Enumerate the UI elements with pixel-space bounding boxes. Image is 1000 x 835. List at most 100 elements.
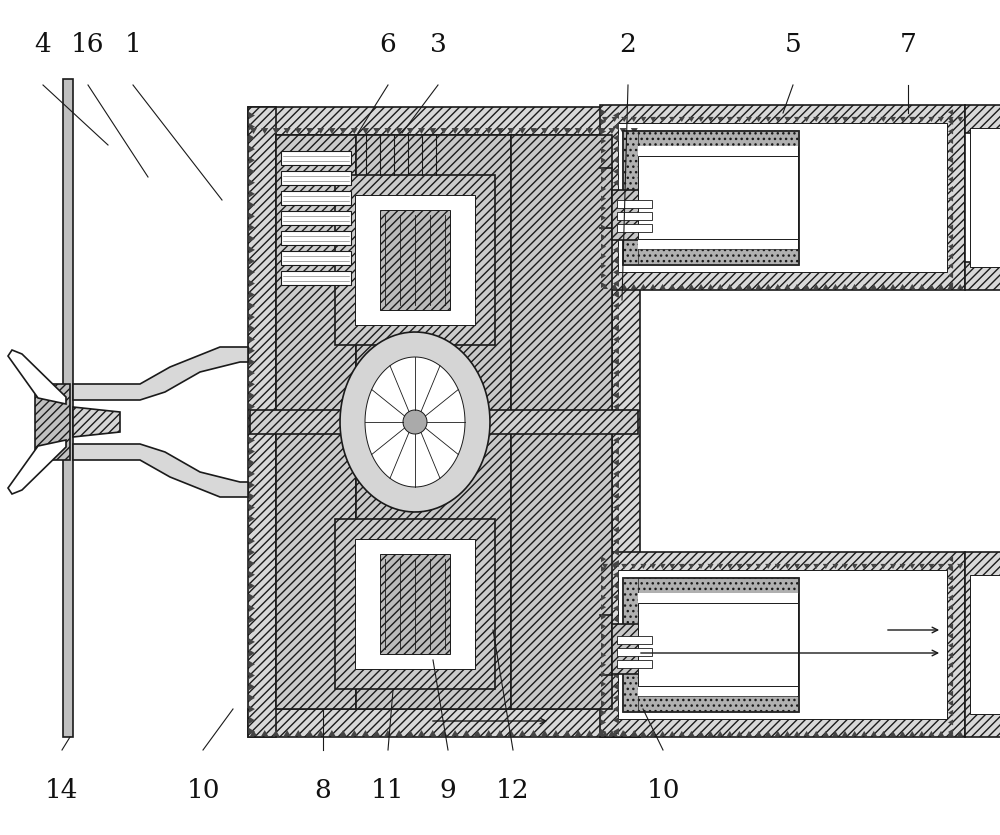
Polygon shape (948, 595, 953, 600)
Polygon shape (698, 117, 704, 122)
Polygon shape (613, 706, 619, 712)
Polygon shape (485, 730, 492, 736)
Polygon shape (948, 729, 953, 735)
Polygon shape (620, 730, 627, 736)
Polygon shape (249, 201, 255, 209)
Polygon shape (727, 284, 733, 289)
Polygon shape (602, 284, 608, 289)
Polygon shape (575, 128, 582, 134)
Polygon shape (852, 731, 858, 736)
Polygon shape (613, 459, 619, 466)
Polygon shape (948, 244, 953, 250)
Polygon shape (249, 616, 255, 623)
Polygon shape (631, 564, 637, 569)
Polygon shape (613, 414, 619, 422)
Polygon shape (948, 671, 953, 677)
Polygon shape (384, 128, 391, 134)
Polygon shape (660, 284, 666, 289)
Polygon shape (575, 730, 582, 736)
Polygon shape (650, 284, 656, 289)
Text: 12: 12 (496, 777, 530, 802)
Polygon shape (508, 128, 515, 134)
Polygon shape (948, 176, 953, 182)
Polygon shape (601, 282, 606, 288)
Bar (617, 648, 652, 656)
Polygon shape (621, 117, 627, 122)
Polygon shape (407, 128, 414, 134)
Bar (612, 624, 662, 674)
Polygon shape (613, 403, 619, 410)
Polygon shape (919, 284, 925, 289)
Polygon shape (613, 157, 619, 164)
Polygon shape (613, 381, 619, 387)
Polygon shape (640, 564, 646, 569)
Polygon shape (249, 470, 255, 478)
Polygon shape (746, 564, 752, 569)
Polygon shape (698, 564, 704, 569)
Bar (63, 79, 73, 737)
Bar (965, 105, 1000, 290)
Polygon shape (373, 128, 380, 134)
Text: 10: 10 (186, 777, 220, 802)
Bar (623, 578, 798, 593)
Bar (617, 224, 652, 232)
Polygon shape (756, 117, 762, 122)
Polygon shape (249, 639, 255, 645)
Polygon shape (919, 117, 925, 122)
Polygon shape (608, 730, 615, 736)
Polygon shape (919, 731, 925, 736)
Polygon shape (861, 731, 867, 736)
Polygon shape (601, 605, 606, 610)
Polygon shape (804, 284, 810, 289)
Polygon shape (452, 730, 459, 736)
Polygon shape (340, 128, 347, 134)
Polygon shape (317, 730, 324, 736)
Polygon shape (613, 683, 619, 691)
Text: 8: 8 (315, 777, 331, 802)
Polygon shape (957, 284, 963, 289)
Polygon shape (384, 730, 391, 736)
Polygon shape (249, 358, 255, 366)
Polygon shape (823, 117, 829, 122)
Polygon shape (948, 117, 954, 122)
Polygon shape (601, 662, 606, 668)
Bar (617, 200, 652, 208)
Bar (380, 210, 450, 310)
Polygon shape (948, 215, 953, 220)
Polygon shape (717, 564, 723, 569)
Polygon shape (613, 235, 619, 242)
Polygon shape (249, 660, 255, 668)
Polygon shape (249, 168, 255, 175)
Polygon shape (249, 124, 255, 130)
Polygon shape (756, 284, 762, 289)
Polygon shape (586, 730, 593, 736)
Polygon shape (613, 336, 619, 343)
Polygon shape (601, 176, 606, 182)
Bar (248, 709, 640, 737)
Polygon shape (948, 167, 953, 173)
Polygon shape (362, 730, 369, 736)
Polygon shape (871, 284, 877, 289)
Polygon shape (249, 213, 255, 220)
Polygon shape (631, 731, 637, 736)
Polygon shape (249, 258, 255, 265)
Polygon shape (306, 730, 313, 736)
Polygon shape (541, 128, 548, 134)
Bar (356, 135, 511, 709)
Polygon shape (813, 564, 819, 569)
Polygon shape (8, 440, 66, 494)
Bar (281, 231, 351, 245)
Polygon shape (948, 720, 953, 726)
Polygon shape (613, 180, 619, 186)
Polygon shape (613, 605, 619, 612)
Polygon shape (601, 710, 606, 716)
Polygon shape (613, 526, 619, 534)
Polygon shape (871, 564, 877, 569)
Polygon shape (586, 128, 593, 134)
Polygon shape (613, 538, 619, 544)
Polygon shape (938, 284, 944, 289)
Polygon shape (832, 117, 838, 122)
Bar (281, 251, 351, 265)
Polygon shape (601, 138, 606, 144)
Polygon shape (804, 117, 810, 122)
